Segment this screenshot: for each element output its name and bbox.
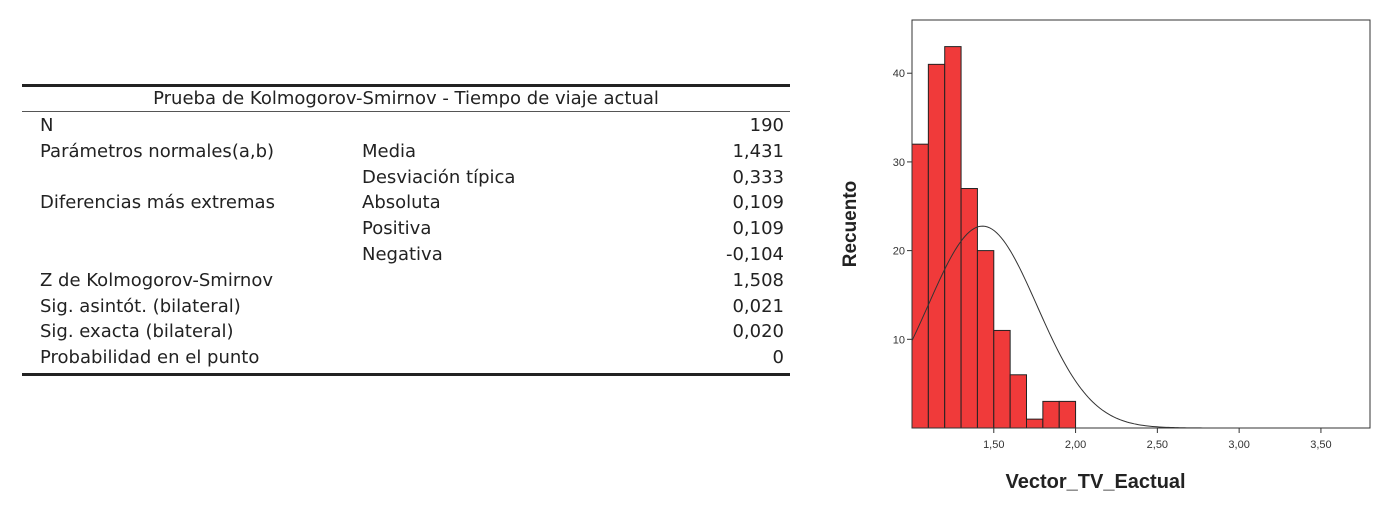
histogram-bar: [911, 143, 929, 429]
row-label: Sig. asintót. (bilateral): [40, 295, 241, 317]
plot-frame: [911, 19, 1371, 429]
x-tick-label: 1,50: [983, 439, 1004, 451]
row-label: Z de Kolmogorov-Smirnov: [40, 269, 273, 291]
histogram-svg: 10 20 30 40 1,50 2,00 2,50 3,00 3,50 Recuento V…: [840, 19, 1371, 493]
y-tick-label: 30: [893, 157, 905, 169]
row-value: 0: [772, 347, 784, 369]
table-row: Sig. asintót. (bilateral) 0,021: [22, 294, 790, 320]
row-label: Sig. exacta (bilateral): [40, 321, 234, 343]
row-value: 0,109: [732, 218, 784, 240]
y-tick-label: 20: [893, 246, 905, 258]
y-tick-label: 10: [893, 334, 905, 346]
row-value: 0,020: [732, 321, 784, 343]
histogram-bar: [976, 250, 995, 429]
histogram-bar: [944, 46, 962, 429]
table-row: Negativa -0,104: [22, 242, 790, 268]
row-value: 0,021: [732, 295, 784, 317]
row-sublabel: Media: [362, 140, 417, 162]
row-value: 0,109: [732, 192, 784, 214]
x-tick-label: 3,50: [1310, 439, 1331, 451]
histogram-bar: [993, 329, 1011, 429]
table-row: Parámetros normales(a,b) Media 1,431: [22, 139, 790, 165]
table-row: Diferencias más extremas Absoluta 0,109: [22, 190, 790, 216]
row-value: 0,333: [732, 166, 784, 188]
x-tick-label: 2,00: [1065, 439, 1086, 451]
table-bottom-rule: [22, 373, 790, 376]
table-title-rule: [22, 111, 790, 112]
table-row: N 190: [22, 113, 790, 139]
x-tick-label: 2,50: [1147, 439, 1168, 451]
x-tick-label: 3,00: [1228, 439, 1249, 451]
row-sublabel: Desviación típica: [362, 166, 516, 188]
histogram-bar: [927, 63, 946, 429]
row-sublabel: Positiva: [362, 218, 432, 240]
histogram-bar: [1058, 400, 1077, 429]
x-axis-label: Vector_TV_Eactual: [1006, 471, 1186, 493]
row-label: Diferencias más extremas: [40, 192, 275, 214]
table-title: Prueba de Kolmogorov-Smirnov - Tiempo de…: [153, 88, 659, 109]
table-row: Sig. exacta (bilateral) 0,020: [22, 319, 790, 345]
row-sublabel: Absoluta: [362, 192, 441, 214]
row-label: N: [40, 115, 54, 136]
histogram-bar: [1042, 400, 1060, 429]
row-value: -0,104: [725, 243, 784, 265]
table-row: Z de Kolmogorov-Smirnov 1,508: [22, 268, 790, 294]
y-tick-label: 40: [893, 68, 905, 80]
histogram-chart: 10 20 30 40 1,50 2,00 2,50 3,00 3,50 Recuento V…: [830, 10, 1390, 505]
table-row: Desviación típica 0,333: [22, 165, 790, 191]
row-value: 1,508: [732, 269, 784, 291]
table-body: N 190 Parámetros normales(a,b) Media 1,431 De…: [22, 113, 790, 371]
table-row: Probabilidad en el punto 0: [22, 345, 790, 371]
histogram-bar: [960, 188, 978, 429]
histogram-bar: [1009, 374, 1027, 429]
row-value: 1,431: [732, 140, 784, 162]
row-label: Probabilidad en el punto: [40, 347, 260, 369]
row-sublabel: Negativa: [362, 243, 443, 265]
histogram-bar: [1026, 418, 1044, 429]
table-top-rule: [22, 84, 790, 87]
row-label: Parámetros normales(a,b): [40, 140, 275, 162]
row-value: 190: [749, 115, 784, 136]
table-row: Positiva 0,109: [22, 216, 790, 242]
y-axis-label: Recuento: [840, 181, 861, 268]
